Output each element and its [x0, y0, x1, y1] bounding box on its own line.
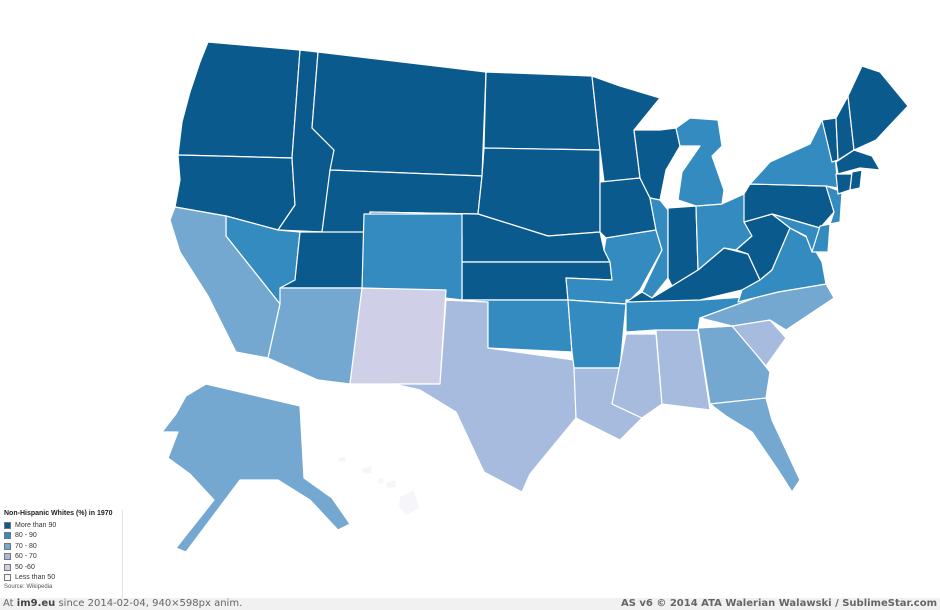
state-ca — [169, 206, 281, 359]
state-ok — [445, 299, 573, 353]
legend-swatch — [4, 521, 11, 529]
state-ar — [567, 299, 627, 369]
state-az — [267, 287, 363, 385]
legend-label: 60 - 70 — [15, 553, 37, 561]
legend-items: More than 90 80 - 90 70 - 80 60 - 70 50 -60 L… — [4, 520, 122, 583]
footer-prefix: At — [3, 598, 17, 609]
legend-label: 50 -60 — [15, 563, 35, 571]
legend-swatch — [4, 574, 11, 582]
legend-swatch — [4, 553, 11, 561]
state-ak — [161, 383, 351, 553]
state-mi — [675, 117, 725, 207]
legend-label: 70 - 80 — [15, 542, 37, 550]
legend-label: Less than 50 — [15, 574, 56, 582]
legend-swatch — [4, 542, 11, 550]
state-ct — [835, 173, 853, 195]
legend-label: More than 90 — [15, 521, 57, 529]
state-nd — [483, 71, 601, 151]
state-mt — [311, 51, 487, 177]
state-hi — [337, 455, 421, 517]
state-nm — [349, 287, 447, 385]
footer-bar: At im9.eu since 2014-02-04, 940×598px an… — [0, 598, 940, 610]
legend-label: 80 - 90 — [15, 532, 37, 540]
state-wa — [177, 41, 301, 159]
state-me — [847, 65, 909, 151]
state-md — [771, 213, 821, 253]
footer-info: since 2014-02-04, 940×598px anim. — [55, 598, 243, 609]
legend-item: 80 - 90 — [4, 531, 122, 542]
state-ms — [611, 333, 663, 419]
state-fl — [709, 397, 801, 493]
state-co — [361, 213, 463, 301]
state-wi — [633, 127, 681, 201]
legend-title: Non-Hispanic Whites (%) in 1970 — [4, 510, 113, 517]
state-ga — [697, 325, 771, 405]
footer-credit: AS v6 © 2014 ATA Walerian Walawski / Sub… — [620, 598, 937, 609]
footer-left: At im9.eu since 2014-02-04, 940×598px an… — [3, 598, 242, 610]
legend-item: 50 -60 — [4, 562, 122, 573]
map-legend: Non-Hispanic Whites (%) in 1970 More tha… — [4, 510, 123, 598]
state-tn — [625, 295, 761, 333]
legend-swatch — [4, 532, 11, 540]
legend-item: 70 - 80 — [4, 541, 122, 552]
state-ri — [849, 169, 863, 191]
legend-item: Less than 50 — [4, 573, 122, 584]
legend-swatch — [4, 563, 11, 571]
footer-site-link[interactable]: im9.eu — [16, 598, 56, 609]
state-de — [811, 223, 831, 253]
legend-source: Source: Wikipedia — [4, 584, 53, 590]
legend-item: 60 - 70 — [4, 552, 122, 563]
legend-item: More than 90 — [4, 520, 122, 531]
